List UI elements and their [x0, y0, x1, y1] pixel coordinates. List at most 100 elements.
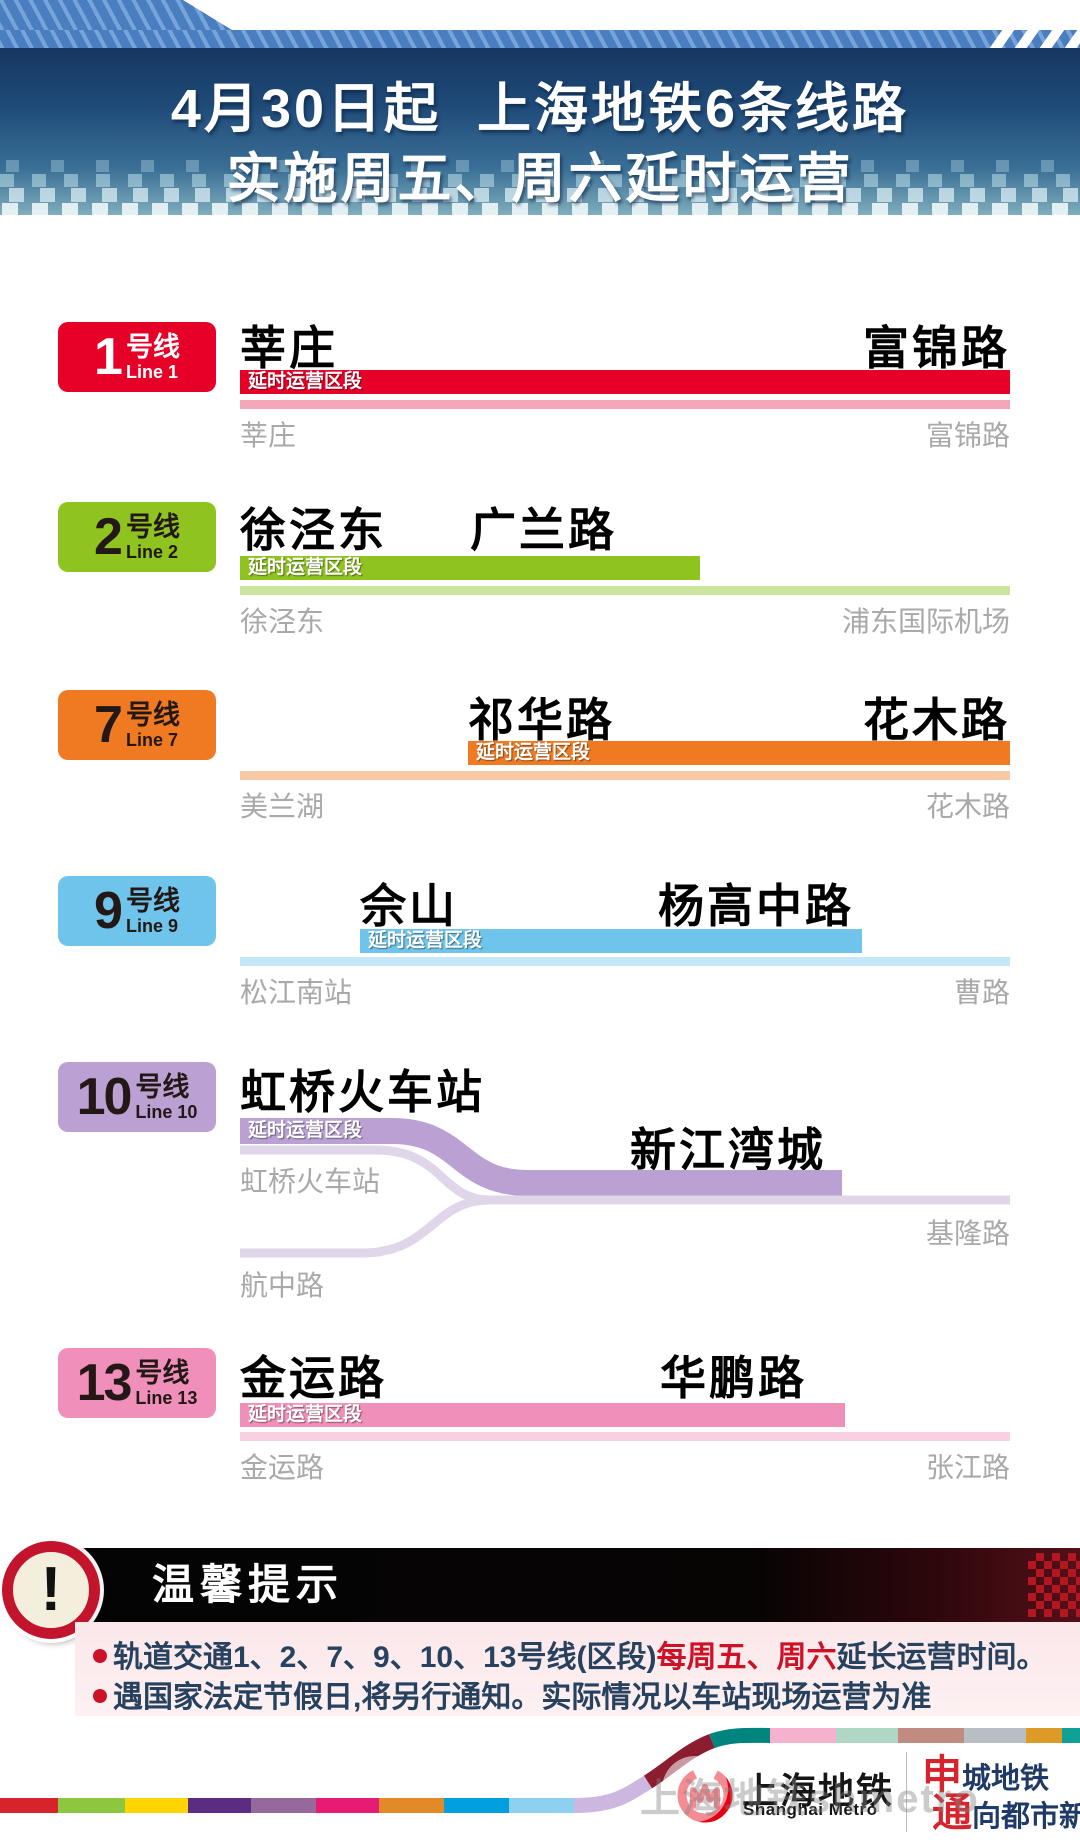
terminus-label: 花木路 — [925, 791, 1010, 822]
checker-decoration — [1028, 1553, 1080, 1617]
full-line-bar — [240, 771, 1010, 780]
watermark-text: 上海地铁shmetro — [640, 1777, 980, 1821]
slogan-big-char: 通 — [932, 1791, 972, 1835]
slogan-big-char: 申 — [922, 1753, 962, 1797]
diagonal-slash-icon — [1014, 30, 1040, 48]
bullet-dot-icon — [93, 1689, 107, 1704]
delay-segment-bar: 延时运营区段 — [468, 741, 1010, 765]
tips-title: 温馨提示 — [152, 1561, 345, 1608]
line-9-badge: 9 号线 Line 9 — [58, 876, 216, 946]
line-10-branch-diagram — [240, 1118, 1010, 1258]
mosaic-fade-decoration — [0, 160, 1080, 215]
poster-title-line2: 实施周五、周六延时运营 — [226, 149, 854, 209]
footer-slogan-line1: 申 城地铁 — [922, 1753, 1050, 1797]
alert-exclamation-icon: ! — [2, 1541, 100, 1639]
delay-segment-label: 延时运营区段 — [248, 557, 363, 578]
delay-segment-label: 延时运营区段 — [248, 1404, 363, 1425]
station-name-major: 新江湾城 — [630, 1124, 826, 1176]
terminus-label: 航中路 — [240, 1270, 325, 1301]
line-number: 10 — [76, 1068, 133, 1126]
line-name-en: Line 2 — [125, 541, 178, 562]
station-name-major: 祁华路 — [468, 694, 615, 746]
delay-segment-label: 延时运营区段 — [248, 371, 363, 392]
line-name-en: Line 9 — [125, 915, 178, 936]
terminus-label: 曹路 — [953, 977, 1010, 1008]
station-name-major: 佘山 — [360, 880, 458, 932]
diagonal-slash-icon — [1039, 30, 1065, 48]
delay-segment-label: 延时运营区段 — [248, 1120, 363, 1141]
terminus-label: 浦东国际机场 — [841, 606, 1010, 637]
line-suffix: 号线 — [125, 699, 180, 730]
tips-text: 延长运营时间。 — [836, 1641, 1047, 1674]
station-name-major: 华鹏路 — [660, 1352, 807, 1404]
tips-bullet-1: 轨道交通1、2、7、9、10、13号线(区段)每周五、周六延长运营时间。 — [93, 1632, 1046, 1676]
terminus-label: 张江路 — [925, 1452, 1010, 1483]
line-number: 7 — [94, 696, 123, 754]
footer-slogan-line2: 通 向都市新生活 — [932, 1791, 1080, 1835]
slogan-text: 向都市新生活 — [972, 1800, 1080, 1833]
delay-segment-bar: 延时运营区段 — [240, 556, 700, 580]
terminus-label: 松江南站 — [240, 977, 353, 1008]
station-name-major: 杨高中路 — [658, 880, 854, 932]
line-1-badge: 1 号线 Line 1 — [58, 322, 216, 392]
line-10-badge: 10 号线 Line 10 — [58, 1062, 216, 1132]
line-13-badge: 13 号线 Line 13 — [58, 1348, 216, 1418]
diagonal-slash-icon — [1064, 30, 1080, 48]
full-line-lower-branch — [240, 1195, 491, 1258]
terminus-label: 虹桥火车站 — [240, 1166, 381, 1197]
line-number: 13 — [76, 1354, 133, 1412]
tips-text-highlight: 每周五、周六 — [656, 1641, 837, 1674]
full-line-bar — [240, 1432, 1010, 1441]
header-banner: 4月30日起 上海地铁6条线路 实施周五、周六延时运营 — [0, 48, 1080, 215]
line-number: 2 — [94, 508, 123, 566]
delay-segment-label: 延时运营区段 — [368, 930, 483, 951]
station-name-major: 金运路 — [240, 1352, 387, 1404]
terminus-label: 美兰湖 — [240, 791, 325, 822]
delay-segment-path — [240, 1118, 842, 1196]
line-suffix: 号线 — [125, 885, 180, 916]
footer-divider — [906, 1752, 907, 1832]
tips-panel: 轨道交通1、2、7、9、10、13号线(区段)每周五、周六延长运营时间。 遇国家… — [75, 1622, 1080, 1716]
full-line-bar — [240, 400, 1010, 409]
tips-header-bar: 温馨提示 — [60, 1548, 1080, 1622]
watermark-circle — [662, 1756, 728, 1822]
header-stripe-band — [0, 30, 1080, 48]
delay-segment-bar: 延时运营区段 — [240, 370, 1010, 394]
station-name-major: 莘庄 — [240, 322, 338, 374]
terminus-label: 徐泾东 — [240, 606, 325, 637]
tips-bullet-2: 遇国家法定节假日,将另行通知。实际情况以车站现场运营为准 — [93, 1672, 931, 1716]
header-tab-decoration — [0, 0, 232, 30]
line-suffix: 号线 — [135, 1071, 190, 1102]
terminus-label: 基隆路 — [925, 1218, 1010, 1249]
tips-text: 遇国家法定节假日,将另行通知。实际情况以车站现场运营为准 — [113, 1681, 932, 1714]
line-number: 1 — [94, 328, 123, 386]
line-7-badge: 7 号线 Line 7 — [58, 690, 216, 760]
tips-text: 轨道交通1、2、7、9、10、13号线(区段) — [113, 1641, 657, 1674]
line-number: 9 — [94, 882, 123, 940]
footer-brand-en: Shanghai Metro — [743, 1800, 878, 1819]
line-suffix: 号线 — [125, 511, 180, 542]
terminus-label: 富锦路 — [925, 420, 1010, 451]
terminus-label: 金运路 — [240, 1452, 325, 1483]
poster-title-line1: 4月30日起 上海地铁6条线路 — [170, 79, 910, 139]
station-name-major: 富锦路 — [863, 322, 1010, 374]
delay-segment-bar: 延时运营区段 — [360, 929, 862, 953]
line-2-badge: 2 号线 Line 2 — [58, 502, 216, 572]
terminus-label: 莘庄 — [240, 420, 297, 451]
delay-segment-label: 延时运营区段 — [476, 742, 591, 763]
line-name-en: Line 1 — [125, 361, 178, 382]
slogan-text: 城地铁 — [962, 1762, 1050, 1795]
footer-ribbon-decoration — [0, 1727, 1080, 1813]
line-suffix: 号线 — [135, 1357, 190, 1388]
line-name-en: Line 13 — [135, 1387, 198, 1408]
station-name-major: 徐泾东 — [240, 504, 387, 556]
delay-segment-bar: 延时运营区段 — [240, 1403, 845, 1427]
line-suffix: 号线 — [125, 331, 180, 362]
full-line-bar — [240, 957, 1010, 966]
diagonal-slash-icon — [989, 30, 1015, 48]
station-name-major: 花木路 — [863, 694, 1010, 746]
full-line-bar — [240, 586, 1010, 595]
footer-brand-cn: 上海地铁 — [742, 1770, 895, 1811]
line-name-en: Line 7 — [125, 729, 178, 750]
